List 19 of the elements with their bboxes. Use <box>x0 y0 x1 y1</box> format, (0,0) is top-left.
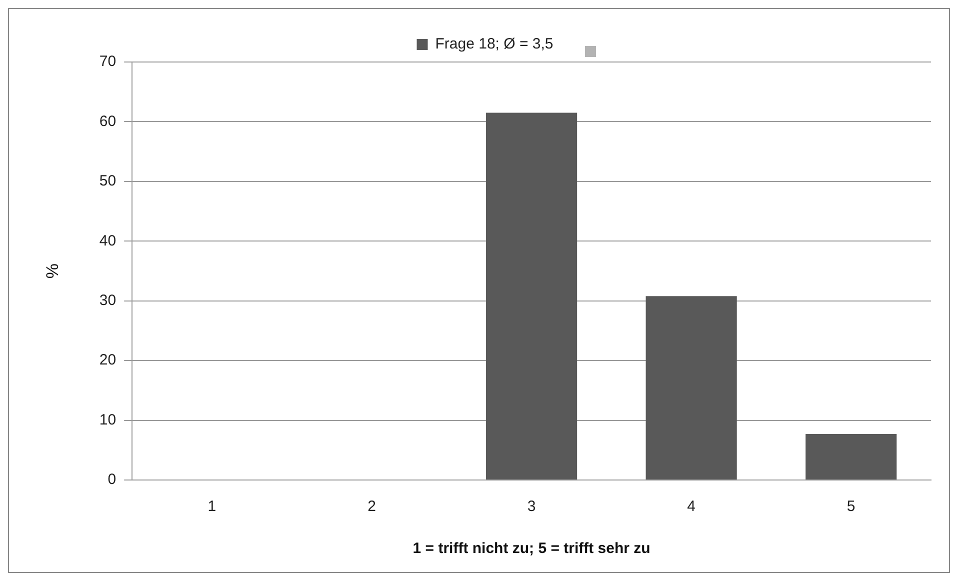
y-axis-title: % <box>42 263 62 279</box>
y-tick-label: 70 <box>99 53 116 70</box>
legend-label: Frage 18; Ø = 3,5 <box>435 36 554 53</box>
x-tick-label: 4 <box>687 498 696 516</box>
y-tick-label: 60 <box>99 112 116 130</box>
y-tick-label: 0 <box>108 471 116 488</box>
x-tick-label: 3 <box>527 498 536 516</box>
y-tick-label: 50 <box>99 172 116 190</box>
bar <box>646 296 737 480</box>
y-tick-label: 30 <box>99 292 116 309</box>
x-tick-label: 5 <box>846 498 856 516</box>
bar <box>806 434 897 480</box>
y-tick-label: 10 <box>99 411 116 428</box>
y-tick-label: 40 <box>99 232 116 250</box>
x-tick-label: 1 <box>208 498 216 516</box>
bar <box>486 112 578 480</box>
y-tick-label: 20 <box>99 352 116 369</box>
x-axis-title: 1 = trifft nicht zu; 5 = trifft sehr zu <box>412 540 650 558</box>
x-tick-label: 2 <box>368 498 376 516</box>
